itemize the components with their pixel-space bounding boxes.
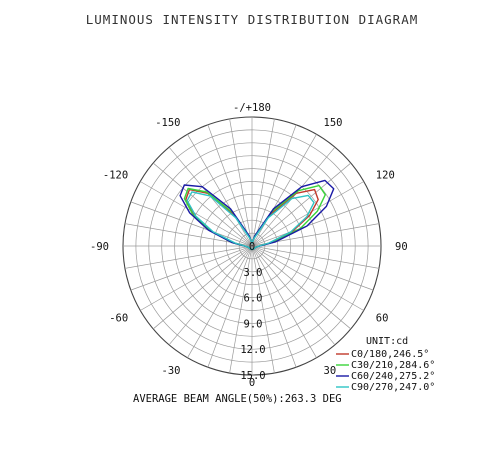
- grid-spoke: [152, 245, 253, 330]
- grid-spoke: [140, 245, 253, 311]
- radial-label: 12.0: [240, 344, 265, 356]
- legend-entry: C0/180,246.5°: [351, 349, 429, 360]
- grid-spoke: [229, 118, 253, 247]
- grid-spoke: [251, 245, 297, 368]
- legend-entry: C30/210,284.6°: [351, 360, 435, 371]
- angle-label: 150: [324, 117, 343, 129]
- radial-label: 3.0: [244, 267, 263, 279]
- grid-spoke: [251, 245, 380, 269]
- angle-label: -120: [103, 170, 128, 182]
- grid-spoke: [130, 245, 253, 291]
- grid-spoke: [251, 134, 317, 247]
- grid-spoke: [124, 245, 253, 269]
- grid-spoke: [187, 134, 253, 247]
- grid-spoke: [140, 181, 253, 247]
- legend: UNIT:cd C0/180,246.5°C30/210,284.6°C60/2…: [336, 336, 435, 393]
- angle-label: -90: [90, 241, 109, 253]
- angle-label: -60: [109, 313, 128, 325]
- legend-entry: C90/270,247.0°: [351, 382, 435, 393]
- grid-spoke: [251, 146, 336, 247]
- legend-entry: C60/240,275.2°: [351, 371, 435, 382]
- chart-title: LUMINOUS INTENSITY DISTRIBUTION DIAGRAM: [86, 12, 419, 27]
- grid-spoke: [251, 245, 364, 311]
- radial-labels: 0 3.0 6.0 9.0 12.0 15.0: [240, 241, 265, 382]
- angle-label: -30: [162, 365, 181, 377]
- grid-spoke: [251, 245, 275, 374]
- intensity-curves: [179, 179, 335, 251]
- grid-spoke: [229, 245, 253, 374]
- grid-spoke: [251, 162, 352, 247]
- grid-spoke: [207, 124, 253, 247]
- grid-spoke: [251, 124, 297, 247]
- legend-unit: UNIT:cd: [366, 336, 408, 347]
- angle-label: 120: [376, 170, 395, 182]
- angle-label: 90: [395, 241, 408, 253]
- radial-label: 6.0: [244, 293, 263, 305]
- grid-spoke: [152, 162, 253, 247]
- angle-labels: -/+180 150 120 90 60 30 0 -30 -60 -90 -120 -150: [90, 102, 408, 389]
- angle-label: 30: [324, 365, 337, 377]
- grid-spoke: [187, 245, 253, 358]
- grid-spoke: [251, 245, 317, 358]
- radial-label: 15.0: [240, 370, 265, 382]
- angle-label: 60: [376, 313, 389, 325]
- grid-spoke: [251, 245, 374, 291]
- series-curve: [186, 191, 315, 251]
- grid-spoke: [130, 201, 253, 247]
- radial-label: 9.0: [244, 318, 263, 330]
- polar-grid: [122, 116, 382, 376]
- grid-spoke: [251, 245, 352, 330]
- radial-label: 0: [249, 241, 255, 253]
- grid-spoke: [251, 245, 336, 346]
- average-beam-angle: AVERAGE BEAM ANGLE(50%):263.3 DEG: [133, 393, 342, 405]
- grid-spoke: [207, 245, 253, 368]
- grid-spoke: [168, 245, 253, 346]
- grid-spoke: [251, 201, 374, 247]
- angle-label: -150: [155, 117, 180, 129]
- angle-label: 0: [249, 377, 255, 389]
- angle-label: -/+180: [233, 102, 271, 114]
- grid-spoke: [251, 118, 275, 247]
